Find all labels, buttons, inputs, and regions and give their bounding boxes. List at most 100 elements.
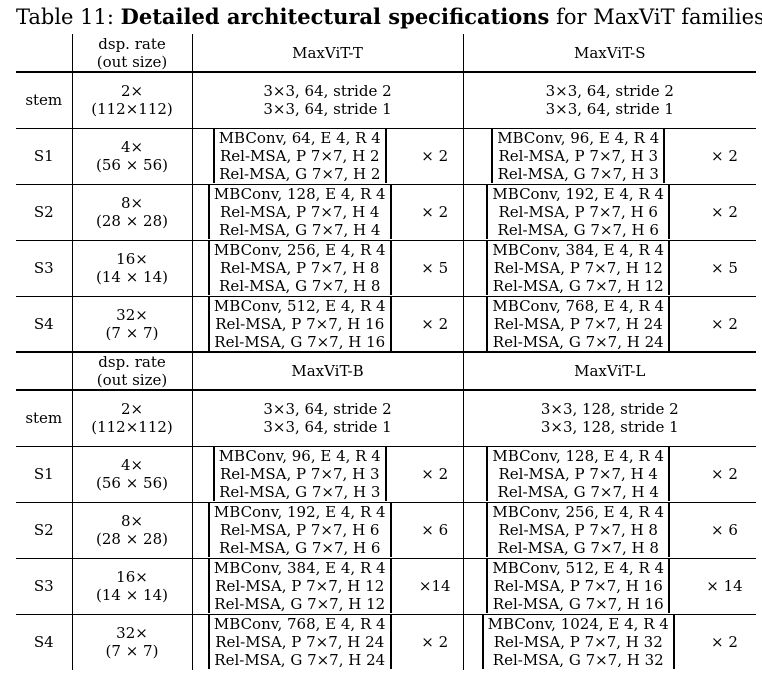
config-a-cell: MBConv, 512, E 4, R 4 Rel-MSA, P 7×7, H 1…: [192, 296, 407, 352]
multiplier-a: × 2: [407, 296, 464, 352]
rate-cell: 4× (56 × 56): [72, 446, 193, 502]
table-row: S4 32× (7 × 7) MBConv, 512, E 4, R 4 Rel-MSA…: [16, 296, 756, 352]
config-line: Rel-MSA, G 7×7, H 16: [214, 332, 386, 351]
config-bracket: MBConv, 768, E 4, R 4 Rel-MSA, P 7×7, H 2…: [207, 615, 392, 670]
config-line: Rel-MSA, P 7×7, H 8: [498, 521, 658, 539]
config-line: 3×3, 64, stride 1: [545, 100, 674, 119]
config-line: Rel-MSA, G 7×7, H 4: [219, 221, 381, 239]
config-a-cell: 3×3, 64, stride 2 3×3, 64, stride 1: [192, 390, 464, 446]
config-bracket: MBConv, 384, E 4, R 4 Rel-MSA, P 7×7, H 1…: [486, 241, 671, 295]
stage-cell: S4: [16, 614, 73, 670]
model-b-header: MaxViT-S: [573, 43, 646, 62]
config-line: Rel-MSA, P 7×7, H 24: [493, 314, 663, 333]
rate-cell: 2× (112×112): [72, 390, 193, 446]
config-line: MBConv, 384, E 4, R 4: [213, 559, 386, 577]
config-line: Rel-MSA, G 7×7, H 16: [492, 595, 664, 613]
config-a-cell: 3×3, 64, stride 2 3×3, 64, stride 1: [192, 72, 464, 128]
rate-line: (28 × 28): [96, 530, 168, 548]
config-line: MBConv, 384, E 4, R 4: [492, 241, 665, 259]
config-line: Rel-MSA, P 7×7, H 2: [220, 147, 380, 165]
config-a-cell: MBConv, 128, E 4, R 4 Rel-MSA, P 7×7, H 4…: [192, 184, 407, 240]
config-line: MBConv, 512, E 4, R 4: [213, 296, 386, 315]
rate-line: 8×: [120, 194, 144, 212]
model-b-header: MaxViT-L: [574, 362, 646, 380]
config-line: Rel-MSA, P 7×7, H 12: [493, 259, 663, 277]
config-line: Rel-MSA, P 7×7, H 4: [219, 203, 380, 221]
config-line: Rel-MSA, P 7×7, H 3: [220, 465, 380, 483]
rate-cell: 2× (112×112): [72, 72, 193, 128]
multiplier-b: × 14: [706, 577, 743, 595]
multiplier-b: × 6: [711, 521, 738, 539]
rate-cell: 16× (14 × 14): [72, 558, 193, 614]
rate-header: dsp. rate (out size): [72, 34, 193, 72]
multiplier-a: × 2: [407, 128, 464, 184]
config-line: MBConv, 96, E 4, R 4: [218, 447, 381, 465]
config-a-cell: MBConv, 256, E 4, R 4 Rel-MSA, P 7×7, H 8…: [192, 240, 407, 296]
rate-line: 8×: [120, 512, 144, 530]
stage-cell: S1: [16, 128, 73, 184]
config-bracket: MBConv, 768, E 4, R 4 Rel-MSA, P 7×7, H 2…: [486, 296, 671, 351]
multiplier-b: × 5: [711, 259, 738, 277]
table-row: S2 8× (28 × 28) MBConv, 192, E 4, R 4 Rel-MS…: [16, 502, 756, 558]
rate-line: 32×: [116, 624, 148, 643]
model-a-header: MaxViT-B: [192, 352, 464, 390]
table-row: S4 32× (7 × 7) MBConv, 768, E 4, R 4 Rel-MSA…: [16, 614, 756, 670]
config-b-cell: MBConv, 128, E 4, R 4 Rel-MSA, P 7×7, H 4…: [463, 446, 693, 502]
config-line: Rel-MSA, P 7×7, H 12: [215, 577, 385, 595]
spec-table: dsp. rate (out size) MaxViT-T MaxViT-S stem 2…: [16, 34, 756, 670]
config-line: Rel-MSA, G 7×7, H 8: [497, 539, 659, 557]
config-line: Rel-MSA, G 7×7, H 2: [219, 165, 381, 183]
stage-cell: S3: [16, 240, 73, 296]
stage-cell: S4: [16, 296, 73, 352]
multiplier-a: × 6: [407, 502, 464, 558]
spec-table-body: dsp. rate (out size) MaxViT-T MaxViT-S stem 2…: [16, 34, 756, 670]
caption-suffix: for MaxViT families.: [549, 5, 762, 29]
config-bracket: MBConv, 192, E 4, R 4 Rel-MSA, P 7×7, H 6…: [486, 185, 671, 239]
config-line: Rel-MSA, P 7×7, H 4: [498, 465, 658, 483]
stage-cell: S3: [16, 558, 73, 614]
config-b-cell: MBConv, 192, E 4, R 4 Rel-MSA, P 7×7, H 6…: [463, 184, 693, 240]
config-line: MBConv, 1024, E 4, R 4: [487, 615, 669, 634]
config-a-cell: MBConv, 384, E 4, R 4 Rel-MSA, P 7×7, H 1…: [192, 558, 407, 614]
config-bracket: MBConv, 384, E 4, R 4 Rel-MSA, P 7×7, H 1…: [207, 559, 392, 613]
multiplier-b: × 2: [711, 314, 738, 333]
rate-line: (14 × 14): [96, 586, 168, 604]
config-line: 3×3, 64, stride 2: [263, 400, 392, 419]
multiplier-a: × 2: [407, 184, 464, 240]
rate-header: dsp. rate (out size): [72, 352, 193, 390]
config-line: MBConv, 64, E 4, R 4: [218, 129, 381, 147]
config-bracket: MBConv, 512, E 4, R 4 Rel-MSA, P 7×7, H 1…: [486, 559, 671, 613]
config-line: MBConv, 256, E 4, R 4: [492, 503, 665, 521]
config-bracket: MBConv, 1024, E 4, R 4 Rel-MSA, P 7×7, H …: [481, 615, 675, 670]
config-line: 3×3, 64, stride 2: [263, 82, 392, 101]
config-line: MBConv, 512, E 4, R 4: [492, 559, 665, 577]
table-row: stem 2× (112×112) 3×3, 64, stride 2 3×3, 64,…: [16, 72, 756, 128]
multiplier-a: × 2: [407, 446, 464, 502]
config-line: MBConv, 768, E 4, R 4: [492, 296, 665, 315]
rate-header-line2: (out size): [96, 52, 168, 71]
config-line: MBConv, 256, E 4, R 4: [213, 241, 386, 259]
config-bracket: MBConv, 128, E 4, R 4 Rel-MSA, P 7×7, H 4…: [486, 447, 671, 501]
caption-bold: Detailed architectural specifications: [120, 4, 550, 29]
config-b-cell: MBConv, 384, E 4, R 4 Rel-MSA, P 7×7, H 1…: [463, 240, 693, 296]
config-line: Rel-MSA, G 7×7, H 32: [492, 651, 664, 670]
rate-line: (56 × 56): [96, 474, 168, 492]
multiplier-b: × 2: [711, 203, 738, 221]
config-line: Rel-MSA, G 7×7, H 12: [492, 277, 664, 295]
stage-cell: S1: [16, 446, 73, 502]
config-line: Rel-MSA, G 7×7, H 3: [219, 483, 381, 501]
rate-line: (56 × 56): [96, 156, 168, 174]
config-line: Rel-MSA, P 7×7, H 6: [498, 203, 658, 221]
config-bracket: MBConv, 192, E 4, R 4 Rel-MSA, P 7×7, H 6…: [207, 503, 392, 557]
rate-header-line1: dsp. rate: [98, 353, 166, 371]
config-line: 3×3, 128, stride 2: [540, 400, 679, 419]
multiplier-b: × 2: [711, 147, 738, 165]
multiplier-a: × 5: [407, 240, 464, 296]
rate-line: 2×: [120, 82, 144, 101]
config-line: 3×3, 64, stride 1: [263, 100, 392, 119]
